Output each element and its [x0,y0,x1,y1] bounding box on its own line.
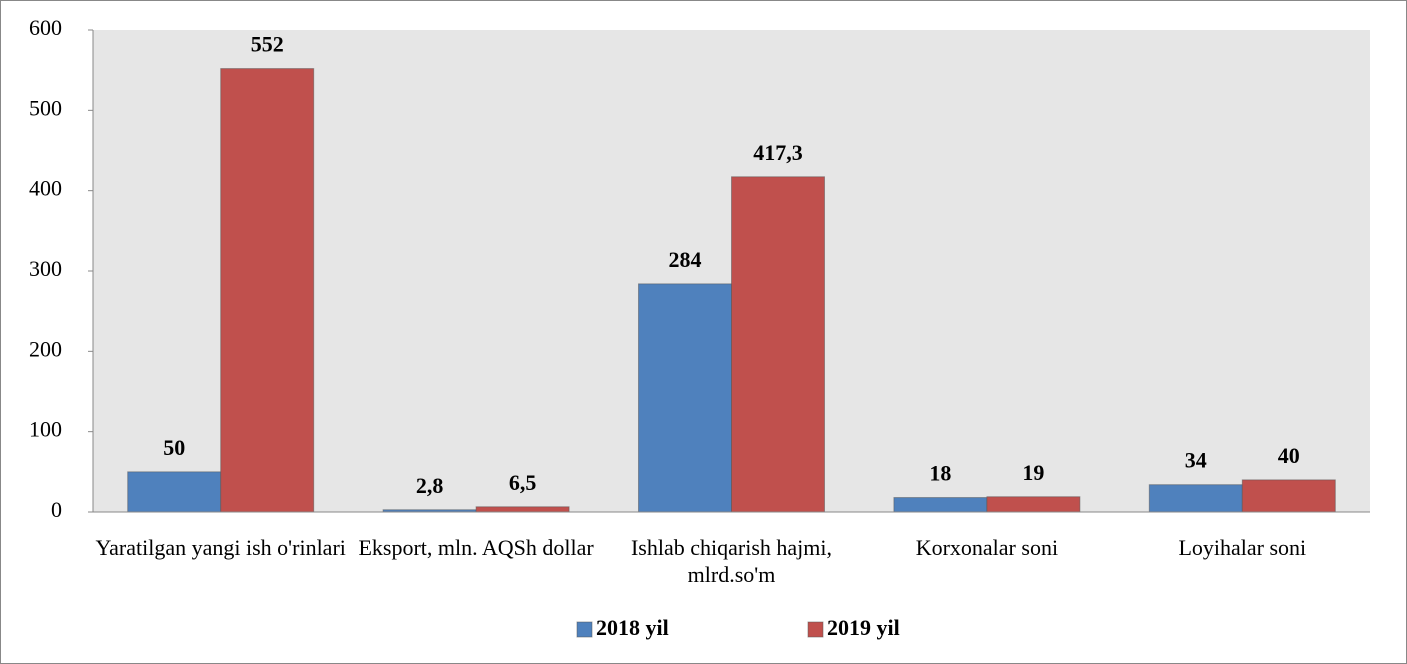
x-tick-label: Yaratilgan yangi ish o'rinlari [95,535,346,560]
legend-label: 2018 yil [596,615,669,640]
x-tick-label: Loyihalar soni [1178,535,1307,560]
bar [1148,484,1243,513]
bar [986,496,1081,513]
bar [1241,479,1336,513]
y-tick-label: 200 [29,336,62,361]
y-tick-label: 400 [29,176,62,201]
x-tick-label: Korxonalar soni [915,535,1059,560]
bar [893,497,988,513]
bar [220,68,315,513]
x-tick-label: Ishlab chiqarish hajmi, mlrd.so'm [630,535,832,587]
data-label: 2,8 [416,473,444,498]
y-tick-label: 100 [29,417,62,442]
data-label: 552 [251,32,284,57]
y-tick-label: 0 [51,497,62,522]
data-label: 50 [163,435,185,460]
data-label: 417,3 [753,140,803,165]
data-label: 6,5 [509,470,537,495]
bar [731,176,825,513]
bar [127,471,222,513]
legend-label: 2019 yil [827,615,900,640]
data-label: 34 [1185,448,1207,473]
y-tick-label: 300 [29,256,62,281]
y-tick-label: 600 [29,15,62,40]
data-label: 40 [1278,443,1300,468]
x-tick-label: Eksport, mln. AQSh dollar [358,535,594,560]
y-tick-label: 500 [29,95,62,120]
bar [475,506,570,513]
data-label: 18 [929,461,951,486]
data-label: 284 [669,247,702,272]
data-label: 19 [1022,460,1044,485]
legend-swatch [807,621,824,638]
bar [638,283,732,513]
legend-swatch [576,621,593,638]
